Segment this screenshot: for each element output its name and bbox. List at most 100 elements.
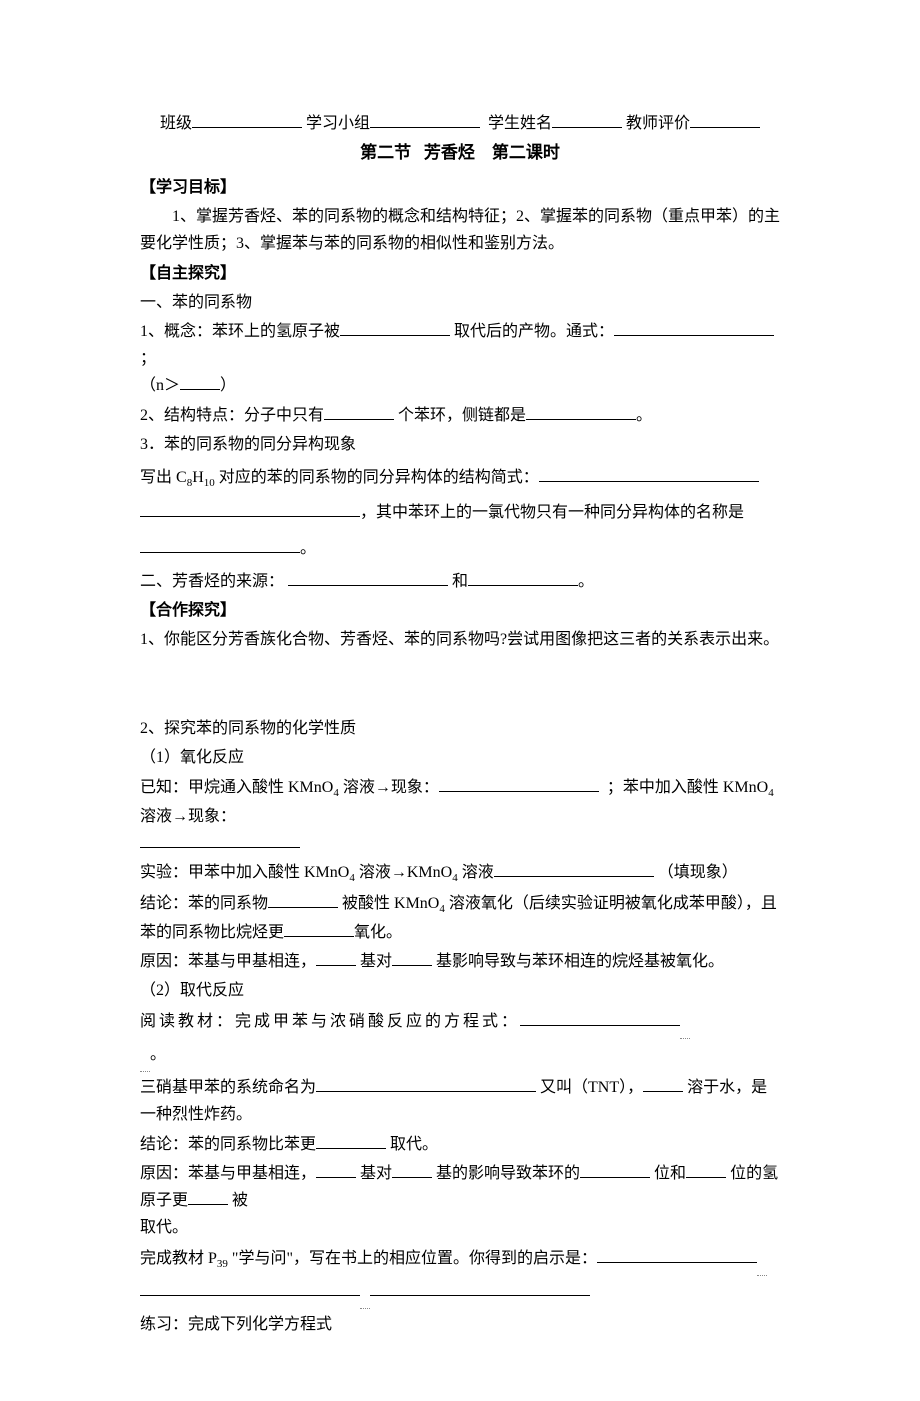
coop-oxidation-known: 已知：甲烷通入酸性 KMnO4 溶液→现象： ；苯中加入酸性 KMnO4 溶液→… [140,774,780,857]
text: 溶液 [458,864,494,881]
blank [370,1279,590,1296]
blank [288,569,448,586]
text: ） [220,377,236,394]
coop-q1: 1、你能区分芳香族化合物、芳香烃、苯的同系物吗?尝试用图像把这三者的关系表示出来… [140,626,780,653]
blank [439,775,599,792]
text: ，其中苯环上的一氯代物只有一种同分异构体的名称是 [360,504,744,521]
title-section: 第二节 [360,143,411,162]
blank [686,1161,726,1178]
group-label: 学习小组 [306,115,370,132]
selfstudy-heading: 【自主探究】 [140,260,780,287]
blank [643,1075,683,1092]
text: 基对 [360,1165,392,1182]
blank [316,1075,536,1092]
text: 取代。 [390,1136,438,1153]
objectives-heading: 【学习目标】 [140,174,780,201]
text: 溶液→现象： [339,779,439,796]
blank [614,319,774,336]
text: "学与问"，写在书上的相应位置。你得到的启示是： [232,1250,597,1267]
document-page: 班级 学习小组 学生姓名 教师评价 第二节 芳香烃 第二课时 【学习目标】 1、… [0,0,920,1401]
blank [140,500,360,517]
blank [316,949,356,966]
selfstudy-structure: 2、结构特点：分子中只有 个苯环，侧链都是。 [140,402,780,429]
text: 取代后的产物。通式： [454,323,614,340]
text: 阅读教材：完成甲苯与浓硝酸反应的方程式： [140,1013,520,1030]
selfstudy-concept: 1、概念：苯环上的氢原子被 取代后的产物。通式： ； （n＞ ） [140,318,780,400]
text: 被 [232,1192,248,1209]
selfstudy-isomer-q: 写出 C8H10 对应的苯的同系物的同分异构体的结构简式： ，其中苯环上的一氯代… [140,460,780,566]
dotted [757,1243,767,1276]
title-topic: 芳香烃 [424,143,475,162]
class-blank [192,111,302,128]
text: 。 [636,407,652,424]
blank [468,569,578,586]
dotted [360,1276,370,1309]
text: 。 [300,540,316,557]
blank [140,536,300,553]
subscript: 10 [204,477,215,489]
selfstudy-source: 二、芳香烃的来源： 和 。 [140,568,780,595]
coop-tnt: 三硝基甲苯的系统命名为 又叫（TNT）， 溶于水，是一种烈性炸药。 [140,1074,780,1128]
text: 。 [150,1046,166,1063]
text: 对应的苯的同系物的同分异构体的结构简式： [215,469,539,486]
text: H [192,469,204,486]
text: 结论：苯的同系物比苯更 [140,1136,316,1153]
blank [340,319,450,336]
blank [268,891,338,908]
text: 基的影响导致苯环的 [436,1165,580,1182]
teacher-blank [690,111,760,128]
text: 完成教材 P [140,1250,217,1267]
blank [494,860,654,877]
blank [180,373,220,390]
blank [520,1009,680,1026]
dotted [140,1039,150,1072]
practice-heading: 练习：完成下列化学方程式 [140,1311,780,1338]
text: 位和 [654,1165,686,1182]
blank [324,403,394,420]
blank [140,831,300,848]
dotted [680,1006,690,1039]
coop-substitution-read: 阅读教材：完成甲苯与浓硝酸反应的方程式： 。 [140,1006,780,1072]
blank [597,1246,757,1263]
coop-conclusion1: 结论：苯的同系物 被酸性 KMnO4 溶液氧化（后续实验证明被氧化成苯甲酸），且… [140,890,780,946]
text: （n＞ [140,377,180,394]
text: ；苯中加入酸性 KMnO [607,779,768,796]
selfstudy-isomer-title: 3．苯的同系物的同分异构现象 [140,431,780,458]
blank [392,949,432,966]
text: 溶液→现象： [140,808,236,825]
text: 溶液→KMnO [355,864,452,881]
subscript: 39 [217,1259,228,1271]
drawing-space [140,655,780,715]
text: 三硝基甲苯的系统命名为 [140,1079,316,1096]
text: 结论：苯的同系物 [140,895,268,912]
text: 又叫（TNT）， [540,1079,643,1096]
text: 2、结构特点：分子中只有 [140,407,324,424]
text: 实验：甲苯中加入酸性 KMnO [140,864,349,881]
text: 和 [452,573,468,590]
lesson-title: 第二节 芳香烃 第二课时 [140,139,780,168]
blank [580,1161,650,1178]
title-lesson: 第二课时 [492,143,560,162]
blank [188,1188,228,1205]
text: 氧化。 [354,924,402,941]
blank [316,1161,356,1178]
coop-textbook: 完成教材 P39 "学与问"，写在书上的相应位置。你得到的启示是： [140,1243,780,1309]
form-header: 班级 学习小组 学生姓名 教师评价 [140,110,780,137]
text: 已知：甲烷通入酸性 KMnO [140,779,333,796]
blank [284,920,354,937]
coop-heading: 【合作探究】 [140,597,780,624]
text: 取代。 [140,1219,188,1236]
coop-conclusion2: 结论：苯的同系物比苯更 取代。 [140,1131,780,1158]
text: 二、芳香烃的来源： [140,573,284,590]
coop-reason1: 原因：苯基与甲基相连， 基对 基影响导致与苯环相连的烷烃基被氧化。 [140,948,780,975]
objectives-text: 1、掌握芳香烃、苯的同系物的概念和结构特征；2、掌握苯的同系物（重点甲苯）的主要… [140,203,780,257]
class-label: 班级 [160,115,192,132]
text: 1、概念：苯环上的氢原子被 [140,323,340,340]
text: 原因：苯基与甲基相连， [140,1165,316,1182]
name-blank [552,111,622,128]
text: 。 [578,573,594,590]
text: 被酸性 KMnO [342,895,439,912]
coop-q2: 2、探究苯的同系物的化学性质 [140,715,780,742]
text: ； [140,350,156,367]
text: 基影响导致与苯环相连的烷烃基被氧化。 [436,953,724,970]
